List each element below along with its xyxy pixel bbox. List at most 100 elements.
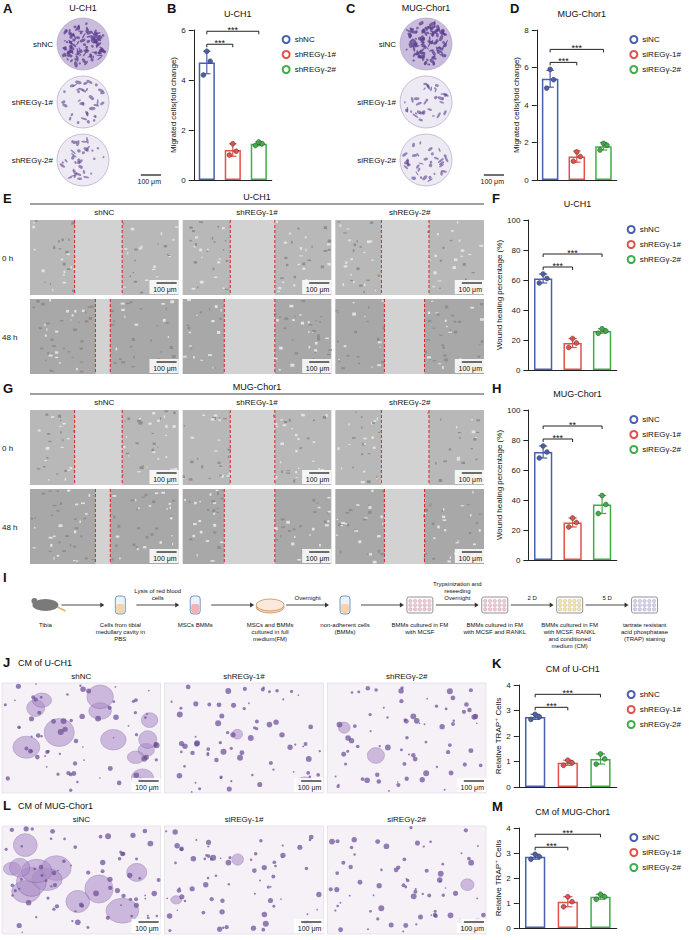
svg-text:BMMs cultured in FM: BMMs cultured in FM [392, 622, 449, 628]
svg-text:2: 2 [506, 732, 511, 741]
svg-text:cultured in full: cultured in full [252, 629, 289, 635]
svg-text:60: 60 [511, 466, 520, 475]
svg-text:Lysis of red blood: Lysis of red blood [134, 588, 181, 594]
svg-text:siNC: siNC [642, 415, 660, 424]
svg-text:shREGγ-1#: shREGγ-1# [236, 208, 278, 217]
svg-text:4: 4 [524, 101, 529, 110]
svg-text:E: E [3, 191, 12, 206]
svg-text:***: *** [553, 261, 564, 271]
svg-text:siREGγ-1#: siREGγ-1# [642, 50, 681, 59]
svg-text:siNC: siNC [642, 833, 660, 842]
svg-text:20: 20 [511, 526, 520, 535]
svg-text:siREGγ-2#: siREGγ-2# [642, 445, 681, 454]
svg-text:CM of U-CH1: CM of U-CH1 [546, 664, 600, 674]
svg-text:3: 3 [506, 849, 511, 858]
svg-text:100 μm: 100 μm [135, 925, 159, 933]
svg-text:shNC: shNC [33, 40, 53, 49]
svg-text:100: 100 [507, 216, 521, 225]
svg-text:siREGγ-2#: siREGγ-2# [387, 815, 426, 824]
svg-text:M: M [492, 799, 503, 814]
svg-text:K: K [492, 656, 502, 671]
svg-text:0 h: 0 h [2, 254, 13, 263]
svg-text:***: *** [563, 828, 574, 838]
svg-text:***: *** [215, 38, 226, 48]
svg-text:cells: cells [152, 595, 164, 601]
svg-text:***: *** [546, 701, 557, 711]
svg-text:U-CH1: U-CH1 [69, 3, 97, 13]
svg-text:**: ** [569, 420, 577, 430]
svg-text:non-adherent cells: non-adherent cells [320, 622, 369, 628]
svg-text:100 μm: 100 μm [298, 784, 322, 792]
svg-text:0: 0 [516, 556, 521, 565]
svg-text:***: *** [572, 43, 583, 53]
svg-text:100 μm: 100 μm [153, 286, 177, 294]
svg-text:Overnight: Overnight [295, 595, 321, 601]
svg-text:MUG-Chor1: MUG-Chor1 [553, 389, 602, 399]
svg-text:Overnight: Overnight [444, 595, 470, 601]
svg-text:BMMs cultured in FM: BMMs cultured in FM [541, 622, 598, 628]
svg-text:B: B [167, 1, 176, 16]
svg-text:siNC: siNC [642, 35, 660, 44]
svg-text:L: L [3, 798, 11, 813]
svg-text:Relative TRAP⁺ Cells: Relative TRAP⁺ Cells [494, 698, 503, 775]
svg-text:MUG-Chor1: MUG-Chor1 [558, 9, 607, 19]
svg-text:60: 60 [511, 276, 520, 285]
svg-text:medium(FM): medium(FM) [253, 636, 287, 642]
svg-text:Tibia: Tibia [39, 622, 52, 628]
svg-text:5 D: 5 D [602, 595, 612, 601]
svg-text:Wound healing percentage (%): Wound healing percentage (%) [495, 430, 504, 540]
svg-text:siREGγ-2#: siREGγ-2# [642, 863, 681, 872]
svg-text:Trypsinization and: Trypsinization and [433, 581, 481, 587]
svg-text:F: F [492, 191, 500, 206]
svg-text:Migrated cells(fold change): Migrated cells(fold change) [169, 57, 178, 153]
svg-text:***: *** [567, 248, 578, 258]
svg-text:100 μm: 100 μm [459, 286, 483, 294]
svg-text:8: 8 [524, 26, 529, 35]
svg-text:shREGγ-2#: shREGγ-2# [640, 255, 682, 264]
svg-text:Migrated cells(fold change): Migrated cells(fold change) [512, 57, 521, 153]
svg-text:80: 80 [511, 436, 520, 445]
svg-text:48 h: 48 h [2, 523, 18, 532]
svg-text:shREGγ-2#: shREGγ-2# [389, 208, 431, 217]
svg-text:***: *** [228, 25, 239, 35]
svg-text:siREGγ-2#: siREGγ-2# [357, 156, 396, 165]
svg-text:2 D: 2 D [528, 595, 538, 601]
svg-text:PBS: PBS [114, 636, 126, 642]
svg-text:shREGγ-1#: shREGγ-1# [295, 50, 337, 59]
svg-text:siREGγ-2#: siREGγ-2# [642, 65, 681, 74]
svg-text:100 μm: 100 μm [481, 178, 505, 186]
svg-text:80: 80 [511, 246, 520, 255]
svg-text:shREGγ-2#: shREGγ-2# [12, 156, 54, 165]
svg-text:2: 2 [506, 874, 511, 883]
svg-text:0: 0 [506, 924, 511, 933]
svg-text:***: *** [553, 433, 564, 443]
svg-text:3: 3 [506, 706, 511, 715]
svg-text:tartrate resistant: tartrate resistant [623, 622, 667, 628]
svg-text:siNC: siNC [379, 40, 397, 49]
svg-text:with MCSF: with MCSF [404, 629, 435, 635]
svg-text:100 μm: 100 μm [153, 365, 177, 373]
svg-text:shREGγ-1#: shREGγ-1# [640, 240, 682, 249]
svg-text:shNC: shNC [295, 35, 315, 44]
svg-text:and conditioned: and conditioned [548, 636, 590, 642]
svg-text:100 μm: 100 μm [138, 178, 162, 186]
svg-text:H: H [492, 381, 501, 396]
svg-text:CM of U-CH1: CM of U-CH1 [18, 658, 72, 668]
svg-text:reseeding: reseeding [444, 588, 470, 594]
svg-text:(BMMs): (BMMs) [335, 629, 356, 635]
svg-text:with MCSF, RANKL: with MCSF, RANKL [543, 629, 597, 635]
svg-text:100 μm: 100 μm [298, 925, 322, 933]
svg-text:100: 100 [507, 406, 521, 415]
svg-text:I: I [3, 570, 7, 585]
svg-text:J: J [3, 655, 10, 670]
svg-text:siREGγ-1#: siREGγ-1# [225, 815, 264, 824]
svg-text:shNC: shNC [640, 690, 660, 699]
svg-text:D: D [510, 1, 519, 16]
svg-text:48 h: 48 h [2, 333, 18, 342]
svg-text:shNC: shNC [640, 225, 660, 234]
svg-text:U-CH1: U-CH1 [564, 199, 592, 209]
svg-text:0 h: 0 h [2, 444, 13, 453]
svg-text:6: 6 [524, 63, 529, 72]
svg-text:shREGγ-1#: shREGγ-1# [12, 98, 54, 107]
svg-text:Cells from tibial: Cells from tibial [100, 622, 141, 628]
